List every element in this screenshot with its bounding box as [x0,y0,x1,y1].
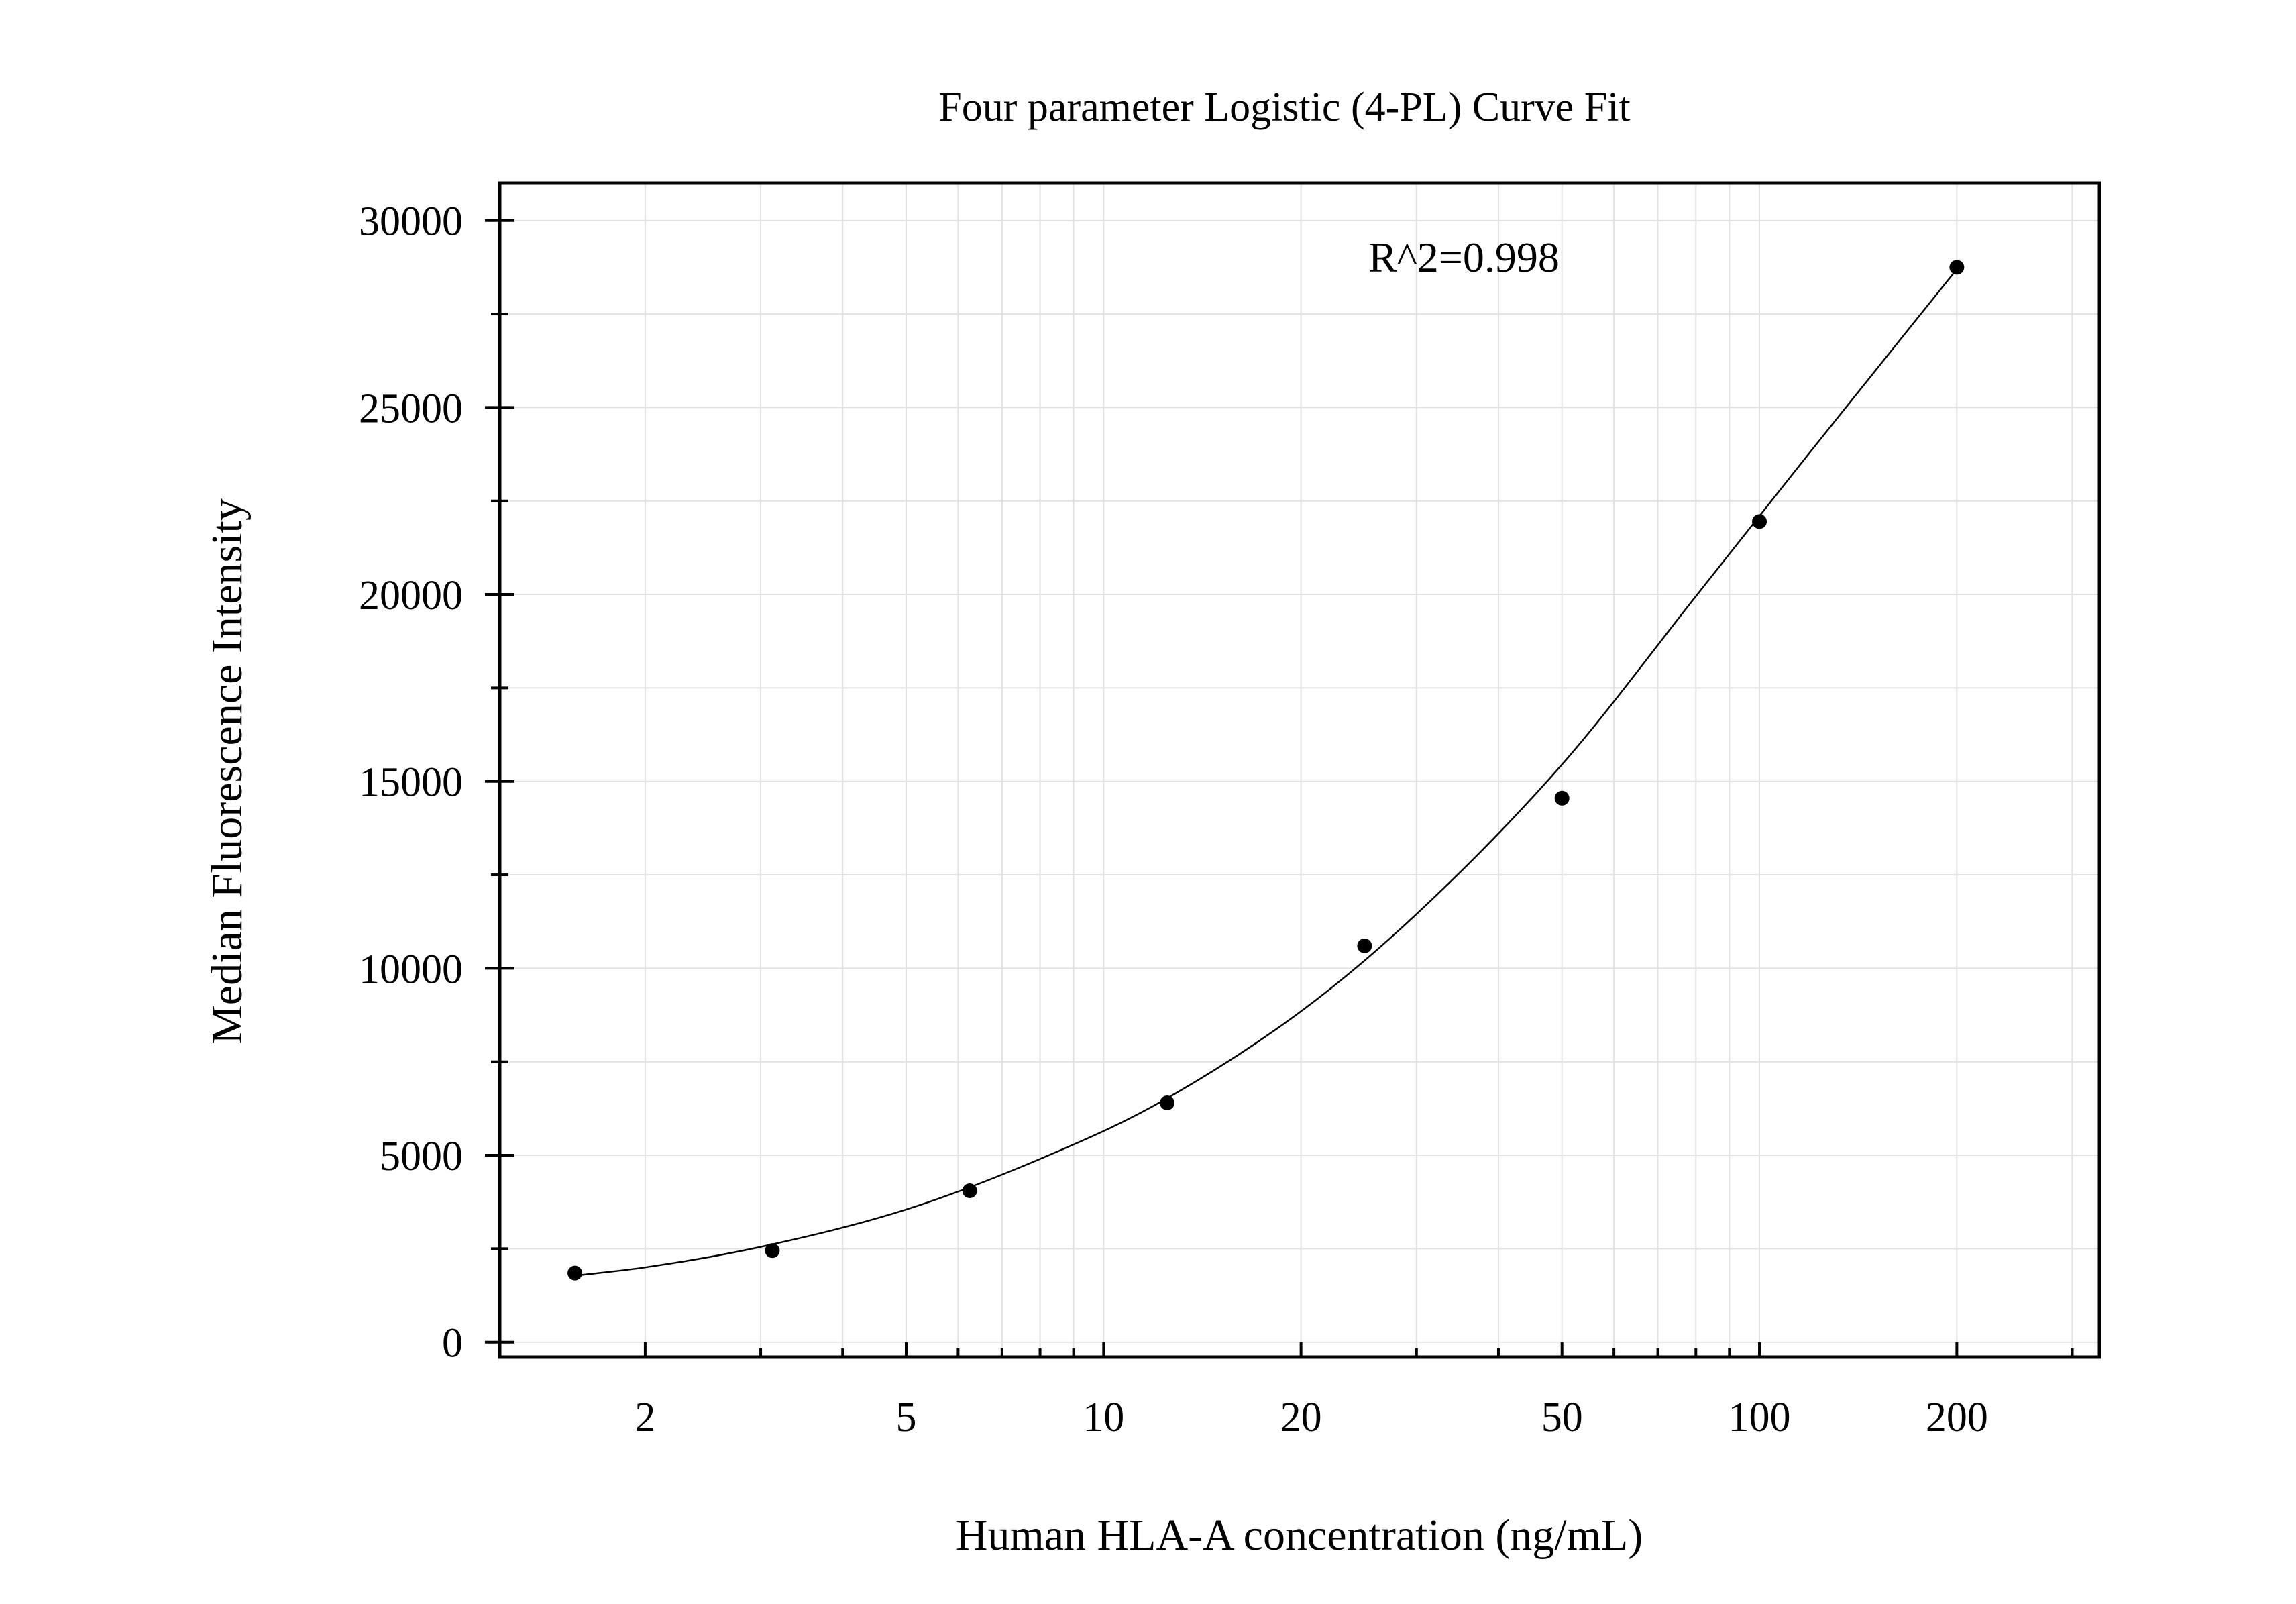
data-point [1554,790,1570,806]
data-points [567,260,1965,1281]
data-point [765,1243,780,1259]
data-point [962,1183,977,1198]
fit-curve-line [574,268,1958,1277]
axis-ticks [485,219,2074,1357]
data-point [1160,1095,1175,1111]
y-tick-label: 30000 [359,199,463,245]
y-axis-title: Median Fluorescence Intensity [203,498,252,1045]
data-point [1752,514,1767,529]
y-tick-label: 20000 [359,573,463,619]
data-point [1949,260,1965,275]
chart-title: Four parameter Logistic (4-PL) Curve Fit [938,85,1630,130]
x-tick-label: 5 [895,1395,916,1440]
y-tick-label: 25000 [359,386,463,431]
data-point [1357,938,1372,953]
plot-frame [498,181,2101,1359]
x-tick-label: 200 [1926,1395,1988,1440]
tick-labels: 2 5 10 20 50 100 200 0 5000 10000 15000 20000 25000 3… [359,199,1988,1440]
x-axis-title: Human HLA-A concentration (ng/mL) [956,1511,1643,1560]
x-tick-label: 2 [635,1395,655,1440]
y-tick-label: 15000 [359,760,463,806]
y-tick-label: 10000 [359,947,463,992]
y-tick-label: 5000 [380,1134,463,1179]
r-squared-annotation: R^2=0.998 [1368,233,1560,281]
x-tick-label: 50 [1541,1395,1583,1440]
y-tick-label: 0 [442,1321,463,1367]
x-tick-label: 100 [1729,1395,1791,1440]
x-tick-label: 10 [1083,1395,1124,1440]
data-point [567,1265,583,1281]
grid-lines [500,183,2099,1357]
x-tick-label: 20 [1280,1395,1322,1440]
